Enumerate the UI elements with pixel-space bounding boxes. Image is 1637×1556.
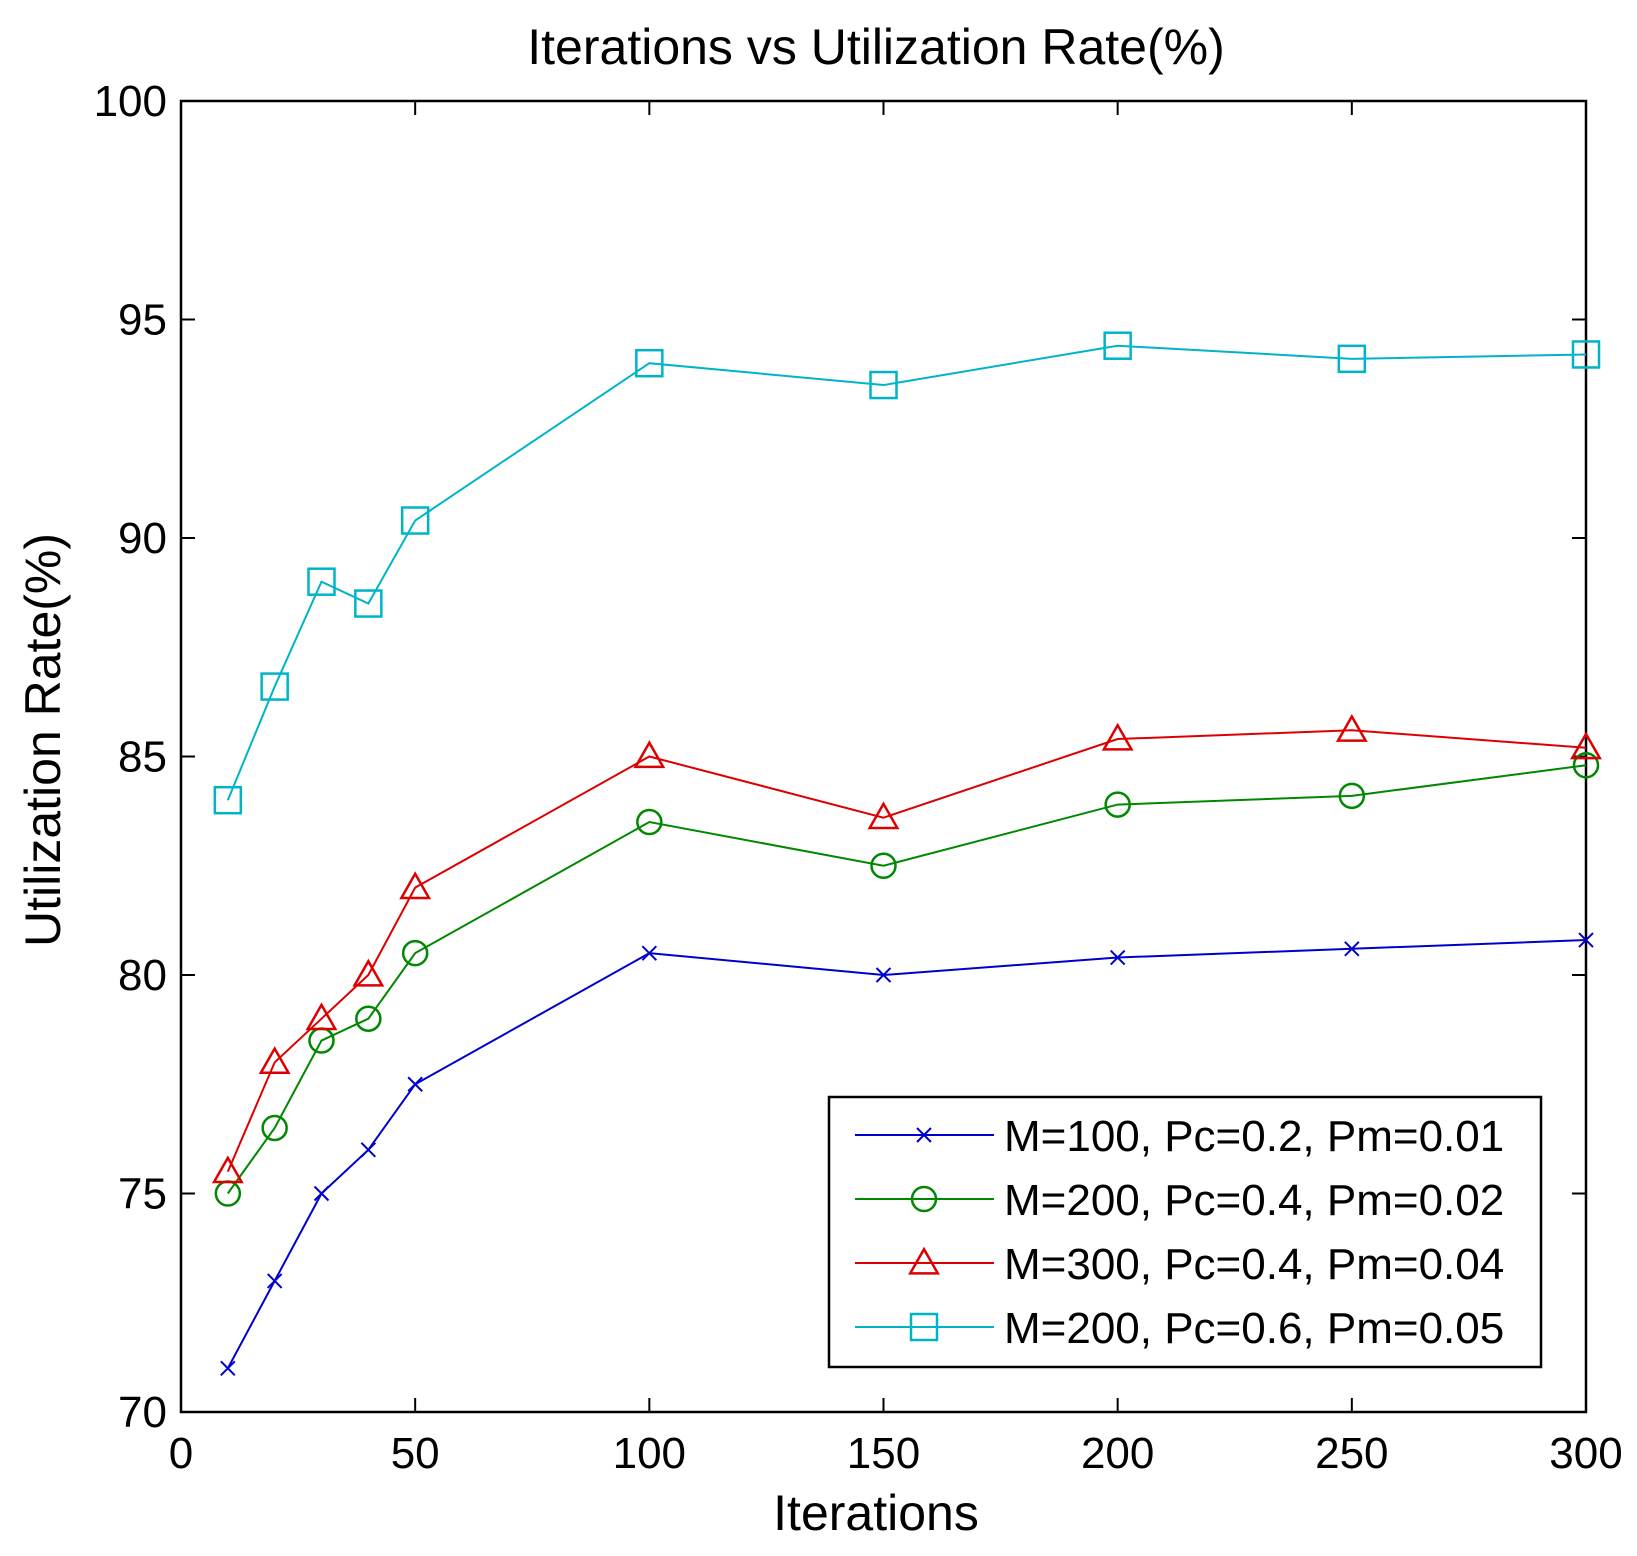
x-axis-label: Iterations: [773, 1485, 979, 1541]
triangle-marker: [633, 740, 666, 769]
x-marker-stroke: [916, 1127, 932, 1143]
y-axis-label: Utilization Rate(%): [15, 533, 71, 947]
x-marker: [313, 1185, 330, 1202]
square-marker: [1337, 344, 1367, 374]
triangle-marker: [211, 1155, 244, 1184]
legend-label: M=100, Pc=0.2, Pm=0.01: [1004, 1112, 1504, 1161]
circle-marker: [401, 939, 429, 967]
x-marker-stroke: [407, 1076, 423, 1092]
series-2: [214, 751, 1600, 1207]
triangle-marker: [305, 1002, 338, 1031]
series-1: [220, 932, 1594, 1377]
circle-marker: [355, 1005, 382, 1032]
triangle-marker: [352, 958, 385, 987]
legend-item: M=100, Pc=0.2, Pm=0.01: [855, 1112, 1504, 1161]
y-tick-label: 70: [118, 1388, 167, 1437]
circle-marker: [1572, 751, 1600, 779]
x-marker-stroke: [220, 1360, 236, 1377]
triangle-marker: [1335, 713, 1368, 742]
circle-marker: [870, 852, 897, 879]
x-tick-label: 150: [847, 1429, 920, 1478]
x-marker: [266, 1273, 283, 1289]
square-marker: [213, 785, 243, 815]
x-tick-label: 250: [1315, 1429, 1388, 1478]
x-marker: [220, 1360, 236, 1377]
triangle-marker: [399, 871, 432, 900]
square-marker: [869, 370, 898, 400]
chart-title: Iterations vs Utilization Rate(%): [527, 19, 1224, 75]
y-tick-label: 95: [118, 296, 167, 345]
y-tick-label: 75: [118, 1170, 167, 1219]
y-tick-label: 80: [118, 951, 167, 1000]
x-tick-label: 200: [1081, 1429, 1154, 1478]
square-marker: [1103, 331, 1132, 360]
legend-item: M=300, Pc=0.4, Pm=0.04: [855, 1240, 1504, 1289]
square-marker: [307, 567, 336, 596]
x-marker: [1109, 949, 1126, 966]
triangle-marker: [258, 1046, 291, 1074]
square-marker: [909, 1312, 939, 1342]
square-marker: [1571, 340, 1601, 369]
series-line: [227, 764, 1587, 1195]
square-marker: [260, 672, 289, 701]
circle-marker: [1338, 782, 1366, 810]
y-tick-label: 100: [94, 77, 167, 126]
x-marker-stroke: [1578, 932, 1594, 948]
x-marker: [1578, 932, 1594, 948]
x-marker: [360, 1142, 377, 1158]
series-3: [211, 713, 1602, 1184]
x-axis-ticks: 0 50 100 150 200 250 300: [169, 101, 1623, 1478]
x-marker: [407, 1076, 423, 1092]
triangle-marker: [1101, 722, 1134, 751]
legend-item: M=200, Pc=0.4, Pm=0.02: [855, 1176, 1504, 1225]
x-tick-label: 0: [169, 1429, 193, 1478]
x-marker-stroke: [1344, 941, 1360, 957]
x-marker-stroke: [313, 1185, 330, 1202]
x-marker: [875, 967, 892, 983]
x-marker: [1344, 941, 1360, 957]
x-marker: [916, 1127, 932, 1143]
circle-marker: [261, 1114, 288, 1142]
circle-marker: [636, 808, 663, 836]
legend-item: M=200, Pc=0.6, Pm=0.05: [855, 1304, 1504, 1353]
triangle-marker: [867, 801, 900, 830]
square-marker: [400, 506, 430, 535]
series-4: [213, 331, 1601, 815]
x-marker-stroke: [266, 1273, 283, 1289]
square-marker: [635, 348, 664, 378]
legend-label: M=200, Pc=0.4, Pm=0.02: [1004, 1176, 1504, 1225]
circle-marker: [910, 1185, 938, 1213]
circle-marker: [1104, 791, 1131, 818]
x-marker-stroke: [360, 1142, 377, 1158]
x-tick-label: 50: [391, 1429, 440, 1478]
series-line: [226, 344, 1587, 801]
x-marker-stroke: [1109, 949, 1126, 966]
x-tick-label: 300: [1549, 1429, 1622, 1478]
y-tick-label: 90: [118, 514, 167, 563]
triangle-marker: [1570, 731, 1602, 760]
square-marker: [354, 589, 383, 618]
x-marker: [641, 945, 658, 961]
y-tick-label: 85: [118, 733, 167, 782]
series-line: [226, 729, 1587, 1173]
triangle-marker: [908, 1246, 940, 1275]
series-layer: [211, 331, 1602, 1377]
x-marker-stroke: [641, 945, 658, 961]
legend-label: M=200, Pc=0.6, Pm=0.05: [1004, 1304, 1504, 1353]
y-axis-ticks: 70 75 80 85 90 95 100: [94, 77, 1586, 1437]
legend-box: [827, 1095, 1543, 1369]
series-line: [226, 939, 1587, 1369]
legend: M=100, Pc=0.2, Pm=0.01 M=200, Pc=0.4, Pm=…: [827, 1095, 1543, 1369]
x-marker-stroke: [875, 967, 892, 983]
x-tick-label: 100: [613, 1429, 686, 1478]
legend-label: M=300, Pc=0.4, Pm=0.04: [1004, 1240, 1504, 1289]
